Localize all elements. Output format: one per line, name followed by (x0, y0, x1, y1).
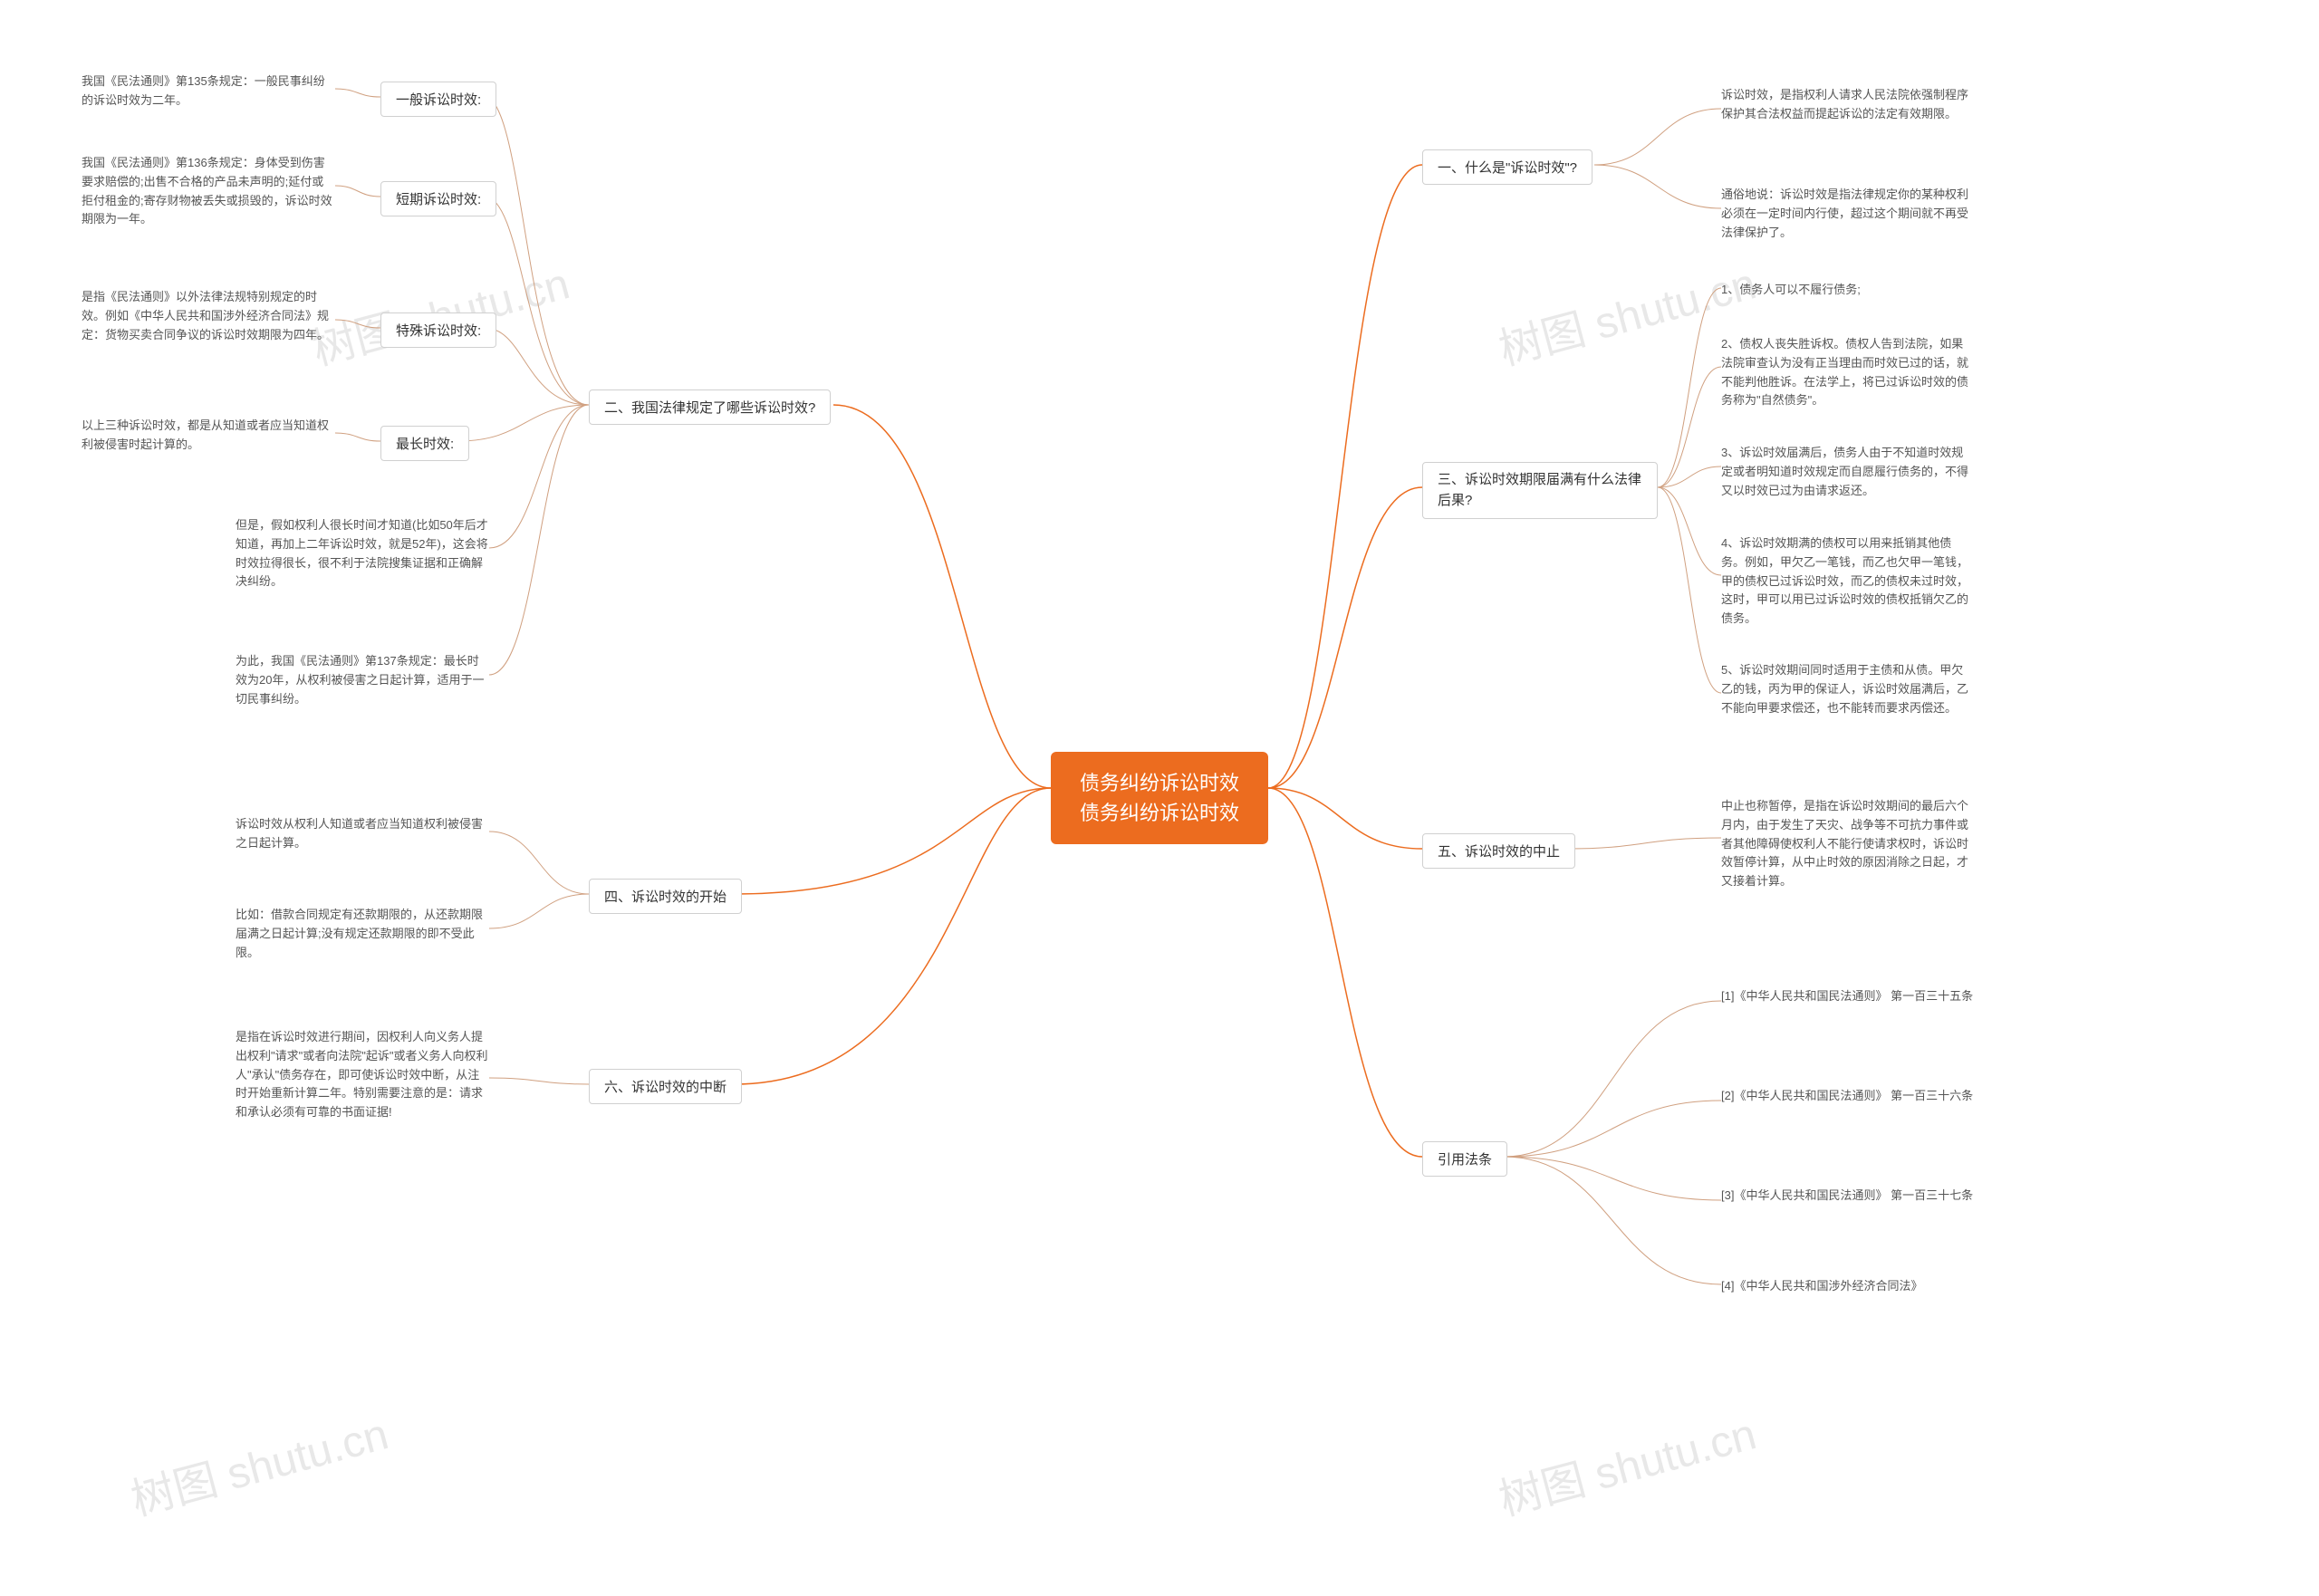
leaf-l2-0: 诉讼时效从权利人知道或者应当知道权利被侵害之日起计算。 (236, 815, 489, 853)
leaf-l2-1: 比如：借款合同规定有还款期限的，从还款期限届满之日起计算;没有规定还款期限的即不… (236, 906, 489, 962)
leaf-r1-0: 诉讼时效，是指权利人请求人民法院依强制程序保护其合法权益而提起诉讼的法定有效期限… (1721, 86, 1975, 124)
leaf-r2-4: 5、诉讼时效期间同时适用于主债和从债。甲欠乙的钱，丙为甲的保证人，诉讼时效届满后… (1721, 661, 1975, 717)
leaf-l1-extra-0: 但是，假如权利人很长时间才知道(比如50年后才知道，再加上二年诉讼时效，就是52… (236, 516, 489, 591)
leaf-l1-extra-1: 为此，我国《民法通则》第137条规定：最长时效为20年，从权利被侵害之日起计算，… (236, 652, 489, 708)
branch-l2[interactable]: 四、诉讼时效的开始 (589, 879, 742, 914)
leaf-l1-0-0: 我国《民法通则》第135条规定：一般民事纠纷的诉讼时效为二年。 (82, 72, 335, 111)
branch-l1[interactable]: 二、我国法律规定了哪些诉讼时效? (589, 389, 831, 425)
leaf-r4-1: [2]《中华人民共和国民法通则》 第一百三十六条 (1721, 1087, 1973, 1106)
sub-l1-3[interactable]: 最长时效: (380, 426, 469, 461)
center-node[interactable]: 债务纠纷诉讼时效债务纠纷诉讼时效 (1051, 752, 1268, 844)
leaf-r4-2: [3]《中华人民共和国民法通则》 第一百三十七条 (1721, 1187, 1973, 1206)
branch-l3[interactable]: 六、诉讼时效的中断 (589, 1069, 742, 1104)
leaf-l1-2-0: 是指《民法通则》以外法律法规特别规定的时效。例如《中华人民共和国涉外经济合同法》… (82, 288, 335, 344)
leaf-r3-0: 中止也称暂停，是指在诉讼时效期间的最后六个月内，由于发生了天灾、战争等不可抗力事… (1721, 797, 1975, 891)
watermark: 树图 shutu.cn (1491, 1399, 1762, 1528)
sub-l1-0[interactable]: 一般诉讼时效: (380, 82, 496, 117)
leaf-r4-3: [4]《中华人民共和国涉外经济合同法》 (1721, 1277, 1922, 1296)
leaf-r1-1: 通俗地说：诉讼时效是指法律规定你的某种权利必须在一定时间内行使，超过这个期间就不… (1721, 186, 1975, 242)
sub-l1-2[interactable]: 特殊诉讼时效: (380, 312, 496, 348)
leaf-r2-3: 4、诉讼时效期满的债权可以用来抵销其他债务。例如，甲欠乙一笔钱，而乙也欠甲一笔钱… (1721, 534, 1975, 629)
branch-r4[interactable]: 引用法条 (1422, 1141, 1507, 1177)
leaf-r2-1: 2、债权人丧失胜诉权。债权人告到法院，如果法院审查认为没有正当理由而时效已过的话… (1721, 335, 1975, 410)
leaf-r2-2: 3、诉讼时效届满后，债务人由于不知道时效规定或者明知道时效规定而自愿履行债务的，… (1721, 444, 1975, 500)
branch-r2-label: 三、诉讼时效期限届满有什么法律后果? (1438, 472, 1641, 508)
sub-l1-1[interactable]: 短期诉讼时效: (380, 181, 496, 216)
branch-r1[interactable]: 一、什么是"诉讼时效"? (1422, 149, 1593, 185)
leaf-l3-0: 是指在诉讼时效进行期间，因权利人向义务人提出权利"请求"或者向法院"起诉"或者义… (236, 1028, 489, 1122)
leaf-l1-1-0: 我国《民法通则》第136条规定：身体受到伤害要求赔偿的;出售不合格的产品未声明的… (82, 154, 335, 229)
watermark: 树图 shutu.cn (123, 1399, 394, 1528)
leaf-l1-3-0: 以上三种诉讼时效，都是从知道或者应当知道权利被侵害时起计算的。 (82, 417, 335, 455)
branch-r3[interactable]: 五、诉讼时效的中止 (1422, 833, 1575, 869)
branch-r2[interactable]: 三、诉讼时效期限届满有什么法律后果? (1422, 462, 1658, 519)
leaf-r4-0: [1]《中华人民共和国民法通则》 第一百三十五条 (1721, 987, 1973, 1006)
leaf-r2-0: 1、债务人可以不履行债务; (1721, 281, 1861, 300)
